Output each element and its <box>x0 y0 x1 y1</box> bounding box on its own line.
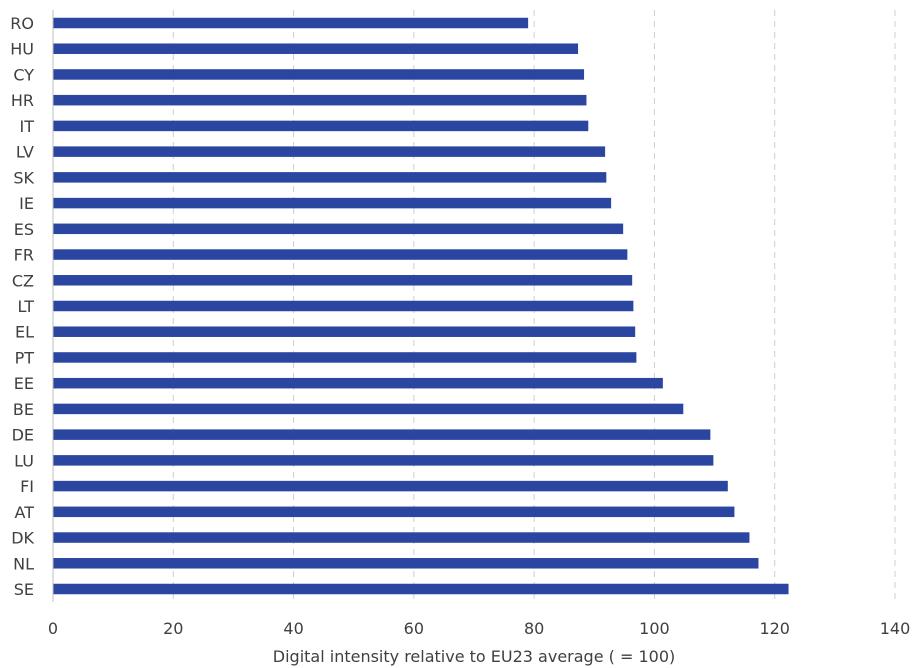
bar-it <box>53 120 589 132</box>
bar-fi <box>53 480 728 492</box>
x-tick-label: 100 <box>639 619 670 638</box>
category-label: IE <box>19 194 34 213</box>
category-label: CY <box>13 65 34 84</box>
bar-el <box>53 326 636 337</box>
bar-nl <box>53 558 759 569</box>
bar-lt <box>53 300 634 312</box>
bar-de <box>53 429 711 440</box>
x-tick-label: 0 <box>48 619 58 638</box>
x-tick-label: 80 <box>524 619 544 638</box>
category-label: FI <box>20 477 34 496</box>
x-tick-labels: 0 20 40 60 80 100 120 140 <box>48 619 910 638</box>
bar-hr <box>53 94 587 106</box>
category-label: LV <box>16 143 34 162</box>
bar-fr <box>53 249 628 260</box>
category-label: EE <box>14 374 34 393</box>
category-label: ES <box>14 220 34 239</box>
x-tick-label: 20 <box>163 619 183 638</box>
x-tick-label: 140 <box>880 619 911 638</box>
bar-ro <box>53 17 529 29</box>
category-label: LT <box>18 297 35 316</box>
bar-ie <box>53 197 612 209</box>
category-label: EL <box>15 323 34 342</box>
bar-cy <box>53 69 585 80</box>
category-label: SE <box>14 580 34 599</box>
bar-be <box>53 403 684 415</box>
bar-cz <box>53 275 633 286</box>
bar-at <box>53 506 735 518</box>
category-label: PT <box>15 348 35 367</box>
x-axis-title: Digital intensity relative to EU23 avera… <box>273 647 675 666</box>
category-labels: RO HU CY HR IT LV SK IE ES FR CZ LT EL PT EE BE DE LU FI AT… <box>10 14 34 599</box>
category-label: DK <box>11 529 34 548</box>
x-tick-label: 60 <box>404 619 424 638</box>
bar-pt <box>53 352 637 363</box>
category-label: AT <box>15 503 35 522</box>
category-label: HR <box>11 91 34 110</box>
bar-lv <box>53 146 606 157</box>
x-tick-label: 40 <box>283 619 303 638</box>
bar-sk <box>53 172 607 183</box>
bar-es <box>53 223 624 235</box>
category-label: FR <box>14 246 34 265</box>
bar-lu <box>53 455 714 466</box>
bar-se <box>53 583 789 595</box>
category-label: CZ <box>12 271 34 290</box>
category-label: SK <box>13 168 34 187</box>
bar-dk <box>53 532 750 543</box>
bar-hu <box>53 43 579 54</box>
category-label: NL <box>13 554 34 573</box>
bar-ee <box>53 377 663 389</box>
category-label: DE <box>12 426 34 445</box>
x-tick-label: 120 <box>759 619 790 638</box>
category-label: LU <box>14 451 34 470</box>
bars <box>53 17 789 595</box>
category-label: HU <box>10 40 34 59</box>
category-label: RO <box>10 14 34 33</box>
category-label: BE <box>13 400 34 419</box>
category-label: IT <box>20 117 35 136</box>
